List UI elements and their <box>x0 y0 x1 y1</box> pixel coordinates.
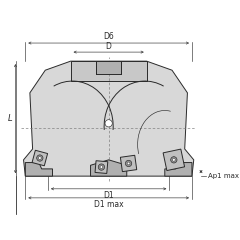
Text: L: L <box>8 114 13 123</box>
Circle shape <box>127 162 130 165</box>
Text: Ap1 max: Ap1 max <box>208 173 239 179</box>
Circle shape <box>171 157 177 163</box>
Polygon shape <box>32 150 48 166</box>
Text: D1 max: D1 max <box>94 200 123 209</box>
Polygon shape <box>24 61 194 176</box>
Circle shape <box>173 158 175 161</box>
Bar <box>96 61 121 74</box>
Circle shape <box>98 164 105 170</box>
Circle shape <box>100 166 103 168</box>
Text: D1: D1 <box>103 191 114 200</box>
Bar <box>71 61 147 81</box>
Polygon shape <box>25 162 53 176</box>
Polygon shape <box>165 162 192 176</box>
Polygon shape <box>163 149 185 171</box>
Polygon shape <box>120 155 137 172</box>
Circle shape <box>126 160 132 167</box>
Text: D6: D6 <box>103 32 114 41</box>
Text: D: D <box>106 42 112 51</box>
Polygon shape <box>90 160 127 176</box>
Circle shape <box>37 155 43 161</box>
Circle shape <box>105 120 112 127</box>
Circle shape <box>38 157 41 159</box>
Polygon shape <box>95 161 108 174</box>
